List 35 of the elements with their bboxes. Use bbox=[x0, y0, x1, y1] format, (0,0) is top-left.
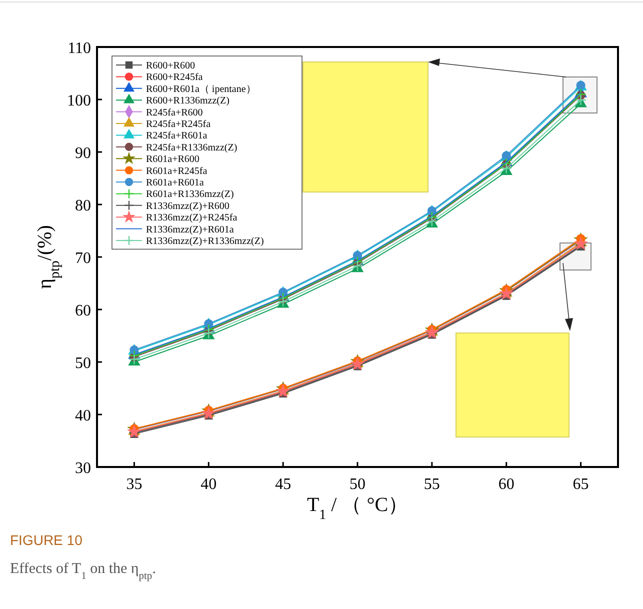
legend-label: R1336mzz(Z)+R245fa bbox=[146, 212, 238, 224]
legend-label: R600+R600 bbox=[146, 60, 195, 72]
legend-label: R600+R601a（ ipentane） bbox=[146, 84, 256, 95]
x-tick-label: 65 bbox=[572, 476, 589, 493]
x-tick-label: 60 bbox=[498, 476, 514, 493]
legend-label: R245fa+R245fa bbox=[146, 119, 212, 130]
y-tick-label: 90 bbox=[75, 145, 91, 162]
legend-label: R601a+R601a bbox=[146, 178, 204, 188]
y-tick-label: 40 bbox=[75, 408, 91, 424]
y-tick-label: 50 bbox=[75, 355, 91, 372]
legend-label: R601a+R600 bbox=[146, 154, 200, 166]
y-tick-label: 110 bbox=[68, 40, 91, 57]
legend-label: R1336mzz(Z)+R1336mzz(Z) bbox=[146, 236, 264, 247]
y-tick-label: 80 bbox=[75, 198, 91, 214]
legend-label: R601a+R245fa bbox=[146, 166, 208, 177]
y-tick-label: 70 bbox=[75, 250, 91, 267]
legend-label: R1336mzz(Z)+R600 bbox=[146, 200, 230, 212]
text: Effects of T$_{1}$ on the η$_{ptp}$. bbox=[10, 561, 156, 582]
y-tick-label: 100 bbox=[67, 92, 91, 110]
y-tick-label: 30 bbox=[75, 460, 91, 477]
y-tick-label: 60 bbox=[75, 302, 91, 320]
x-tick-label: 40 bbox=[200, 476, 217, 493]
legend-label: R245fa+R600 bbox=[146, 107, 203, 118]
legend-label: R601a+R1336mzz(Z) bbox=[146, 189, 234, 200]
caption: FIGURE 10 bbox=[10, 532, 83, 548]
legend-label: R245fa+R1336mzz(Z) bbox=[146, 142, 238, 154]
x-tick-label: 55 bbox=[424, 476, 440, 493]
legend-label: R245fa+R601a bbox=[146, 130, 208, 142]
x-tick-label: 45 bbox=[275, 476, 292, 493]
legend-label: R600+R1336mzz(Z) bbox=[146, 96, 230, 107]
x-tick-label: 50 bbox=[350, 476, 366, 493]
legend-label: R1336mzz(Z)+R601a bbox=[146, 224, 234, 236]
legend-label: R600+R245fa bbox=[146, 72, 204, 84]
x-axis-title: T$_{1}$ / （ °C） bbox=[306, 494, 408, 522]
x-tick-label: 35 bbox=[126, 476, 142, 493]
